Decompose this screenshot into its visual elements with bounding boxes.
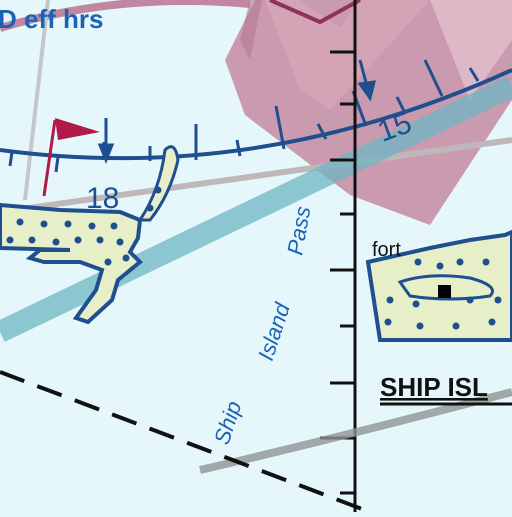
pennant-flag-icon (42, 118, 100, 197)
isogonic-arrow-icon (97, 59, 376, 165)
dashed-boundary-line (0, 370, 371, 514)
airspace-hours-label: D eff hrs (0, 4, 103, 34)
left-island (0, 145, 180, 325)
victor-airway (0, 76, 512, 342)
ship-channel-line (0, 137, 512, 215)
airspace-boundary-arc (0, 0, 251, 32)
compass-rose-arc (0, 68, 512, 161)
island-name-label: SHIP ISL (380, 372, 488, 402)
grid-line (23, 0, 50, 201)
fort-square-icon (438, 285, 451, 298)
airspace-shaded-area (225, 0, 512, 225)
fort-label: fort (372, 239, 401, 261)
